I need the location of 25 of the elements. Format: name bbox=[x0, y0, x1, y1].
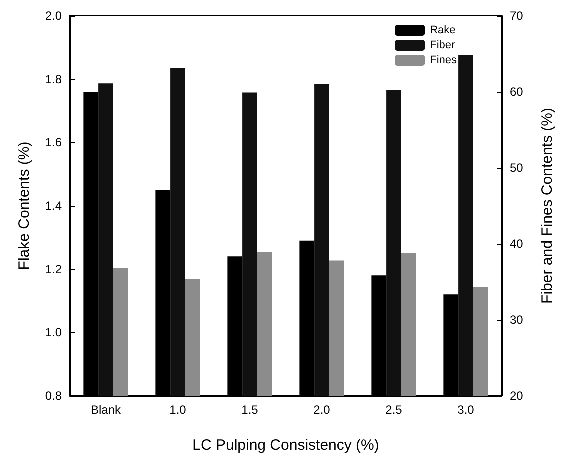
x-tick-label: 1.5 bbox=[242, 403, 259, 417]
legend-label: Fines bbox=[430, 54, 458, 66]
y2-axis-title: Fiber and Fines Contents (%) bbox=[539, 108, 556, 304]
y2-tick-label: 70 bbox=[510, 9, 524, 23]
y2-tick-label: 20 bbox=[510, 389, 524, 403]
y2-tick-label: 50 bbox=[510, 161, 524, 175]
y2-tick-label: 60 bbox=[510, 85, 524, 99]
x-tick-label: 1.0 bbox=[170, 403, 187, 417]
y-tick-label: 1.0 bbox=[45, 326, 62, 340]
legend-label: Fiber bbox=[430, 40, 456, 52]
y2-tick-label: 30 bbox=[510, 313, 524, 327]
x-tick-label: 2.0 bbox=[314, 403, 331, 417]
x-tick-label: 2.5 bbox=[386, 403, 403, 417]
y-tick-label: 1.6 bbox=[45, 136, 62, 150]
y2-tick-label: 40 bbox=[510, 237, 524, 251]
x-tick-label: Blank bbox=[90, 403, 122, 417]
x-tick-label: 3.0 bbox=[458, 403, 475, 417]
y-tick-label: 1.4 bbox=[45, 199, 62, 213]
y-axis-title: Flake Contents (%) bbox=[16, 142, 33, 270]
y-tick-label: 0.8 bbox=[45, 389, 62, 403]
y-tick-label: 1.8 bbox=[45, 72, 62, 86]
x-axis-title: LC Pulping Consistency (%) bbox=[192, 437, 380, 454]
y-tick-label: 1.2 bbox=[45, 262, 62, 276]
y-tick-label: 2.0 bbox=[45, 9, 62, 23]
legend-label: Rake bbox=[430, 24, 456, 36]
